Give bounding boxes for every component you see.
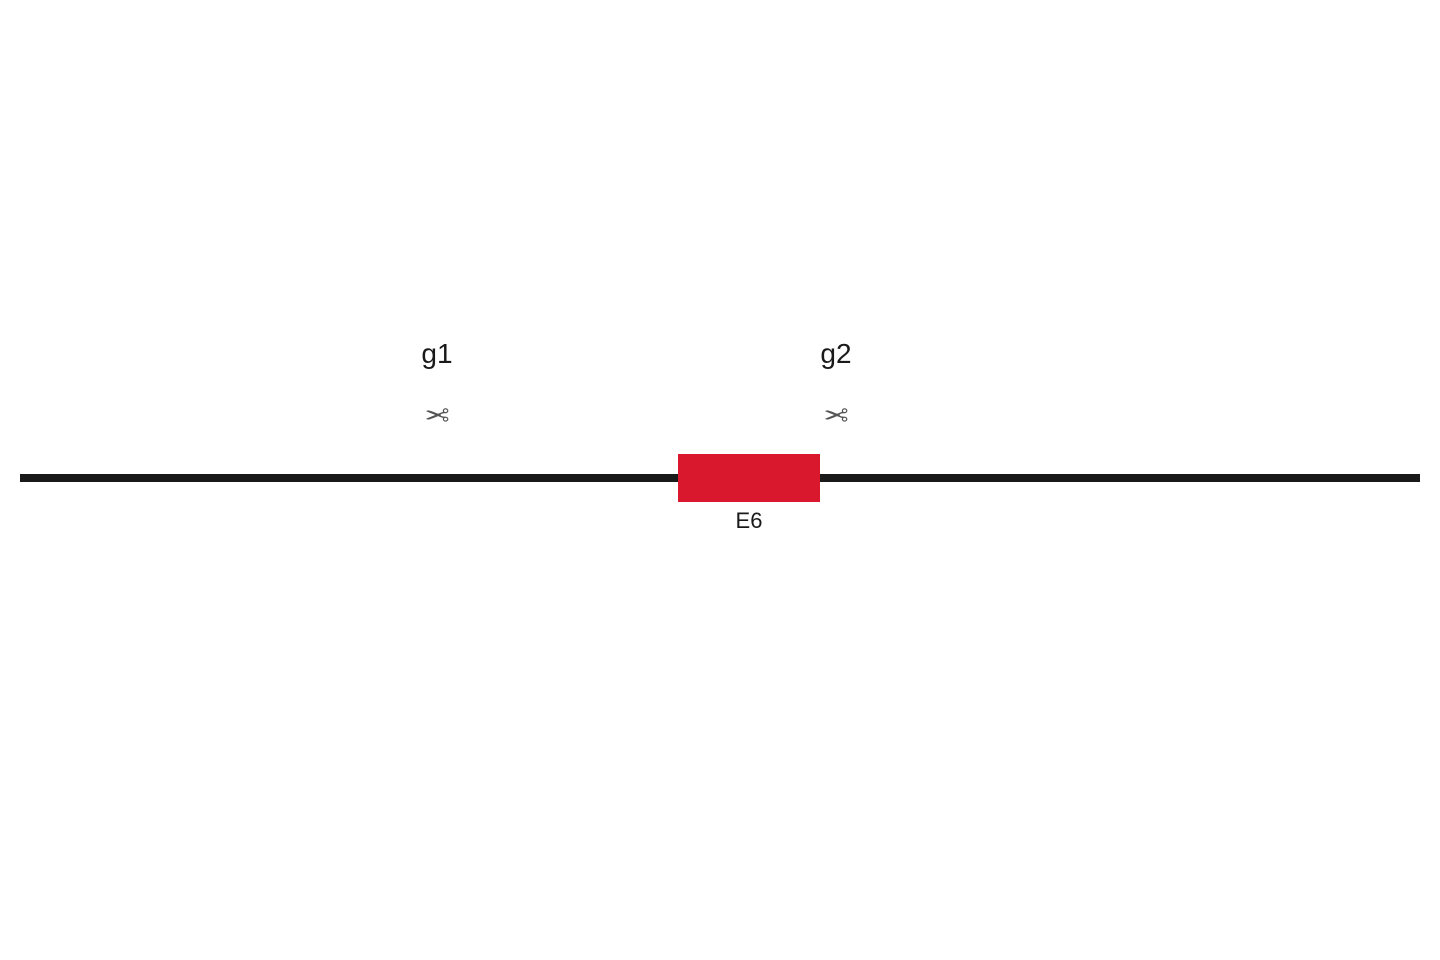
cut-site-label-g1: g1 [421,338,452,370]
exon-label: E6 [736,508,763,534]
scissors-icon: ✂ [823,396,848,431]
scissors-icon: ✂ [424,396,449,431]
exon-box [678,454,820,502]
gene-diagram: E6 g1 ✂ g2 ✂ [0,0,1440,960]
cut-site-label-g2: g2 [820,338,851,370]
